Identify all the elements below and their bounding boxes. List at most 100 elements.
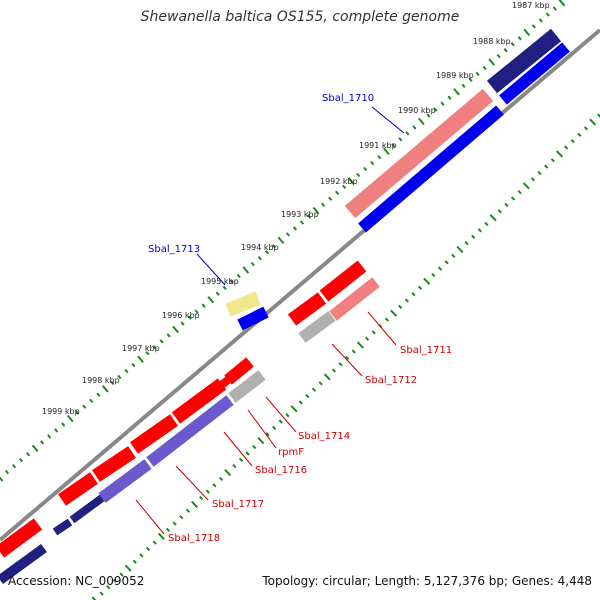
gene-label: Sbal_1713 (148, 244, 200, 255)
outer-tick-mark (96, 392, 101, 397)
tick-label: 1995 kbp (201, 277, 239, 286)
inner-tick-mark (564, 145, 569, 150)
gene-label: Sbal_1717 (212, 499, 264, 510)
outer-tick-mark (545, 12, 550, 17)
outer-tick-mark (201, 303, 206, 308)
inner-tick-mark (145, 546, 151, 552)
inner-tick-mark (489, 214, 497, 222)
gene-feature (98, 459, 152, 503)
outer-tick-mark (31, 444, 39, 452)
outer-tick-mark (229, 279, 234, 285)
inner-tick-mark (418, 285, 423, 290)
outer-tick-track (0, 0, 566, 482)
outer-tick-mark (117, 374, 122, 380)
outer-tick-mark (250, 261, 255, 267)
outer-tick-mark (523, 28, 531, 37)
outer-tick-mark (558, 0, 566, 7)
outer-tick-mark (110, 380, 115, 386)
outer-tick-mark (215, 291, 220, 296)
tick-label: 1998 kbp (82, 376, 120, 385)
inner-tick-mark (384, 317, 390, 322)
outer-tick-mark (510, 42, 515, 47)
outer-tick-mark (131, 362, 136, 368)
gene-Sbal_1711 (319, 260, 367, 302)
inner-tick-mark (530, 177, 536, 182)
inner-tick-mark (451, 253, 456, 259)
leader-line (265, 396, 297, 433)
inner-tick-mark (278, 419, 283, 424)
outer-tick-mark (405, 131, 410, 136)
inner-tick-mark (106, 585, 111, 590)
inner-tick-mark (371, 330, 376, 335)
inner-tick-mark (205, 489, 210, 494)
page-title: Shewanella baltica OS155, complete genom… (140, 9, 460, 25)
gene-label: Sbal_1716 (255, 465, 307, 476)
outer-tick-mark (0, 476, 4, 482)
gene-Sbal_1710 (344, 88, 494, 219)
outer-tick-mark (236, 273, 241, 279)
leader-line (223, 431, 253, 467)
outer-tick-mark (257, 255, 262, 261)
outer-tick-mark (426, 113, 431, 118)
outer-tick-mark (347, 177, 355, 185)
inner-tick-mark (112, 578, 118, 584)
inner-tick-mark (550, 158, 555, 163)
gene-label: Sbal_1712 (365, 375, 417, 386)
inner-tick-mark (351, 349, 356, 354)
outer-tick-mark (312, 206, 320, 215)
inner-tick-mark (272, 425, 277, 431)
tick-label: 1989 kbp (436, 71, 474, 80)
outer-tick-mark (503, 47, 508, 53)
inner-tick-mark (199, 495, 204, 501)
inner-tick-mark (165, 527, 171, 533)
tick-label: 1990 kbp (398, 106, 436, 115)
inner-tick-mark (464, 240, 469, 246)
gene-label: Sbal_1718 (168, 533, 220, 544)
gene-Sbal_1713 (225, 291, 261, 317)
outer-tick-mark (299, 220, 305, 225)
tick-label: 1987 kbp (512, 1, 550, 10)
tick-labels: 1987 kbp 1988 kbp 1989 kbp 1990 kbp 1991 kbp… (42, 1, 550, 416)
inner-tick-mark (404, 298, 409, 303)
outer-tick-mark (242, 266, 250, 274)
gene-feature (58, 472, 98, 506)
inner-tick-track (91, 113, 600, 600)
outer-tick-mark (342, 184, 347, 190)
outer-tick-mark (292, 226, 298, 231)
outer-tick-mark (538, 18, 543, 23)
outer-tick-mark (194, 309, 199, 314)
inner-tick-mark (570, 139, 575, 144)
inner-tick-mark (497, 209, 502, 214)
outer-tick-mark (412, 125, 417, 130)
inner-tick-mark (139, 553, 144, 558)
outer-tick-mark (356, 172, 361, 178)
outer-tick-mark (137, 355, 144, 363)
genome-summary: Topology: circular; Length: 5,127,376 bp… (262, 574, 592, 588)
outer-tick-mark (277, 236, 285, 245)
outer-tick-mark (145, 351, 150, 356)
inner-tick-mark (517, 190, 522, 195)
outer-tick-mark (382, 147, 390, 155)
leader-line (196, 253, 226, 286)
inner-tick-mark (99, 591, 104, 596)
outer-tick-mark (552, 6, 557, 11)
inner-tick-mark (411, 291, 416, 297)
gene-Sbal_1714 (224, 357, 254, 385)
outer-tick-mark (222, 285, 227, 291)
gene-feature (486, 28, 562, 94)
outer-tick-mark (370, 160, 375, 166)
inner-tick-mark (265, 432, 270, 437)
outer-tick-mark (40, 440, 45, 445)
inner-tick-mark (252, 444, 257, 450)
outer-tick-mark (468, 77, 473, 83)
outer-tick-mark (82, 404, 87, 409)
inner-tick-mark (544, 164, 549, 169)
outer-tick-mark (447, 95, 452, 100)
inner-tick-mark (444, 260, 449, 265)
gene-labels: Sbal_1710 Sbal_1713 Sbal_1711 Sbal_1712 Sbal… (135, 93, 452, 544)
accession-label: Accession: NC_009052 (8, 574, 145, 588)
inner-tick-mark (537, 170, 542, 176)
inner-tick-mark (224, 468, 232, 477)
outer-tick-mark (461, 83, 466, 88)
inner-tick-mark (398, 304, 403, 309)
